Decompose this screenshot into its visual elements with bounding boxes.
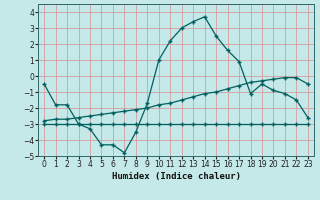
X-axis label: Humidex (Indice chaleur): Humidex (Indice chaleur) <box>111 172 241 181</box>
